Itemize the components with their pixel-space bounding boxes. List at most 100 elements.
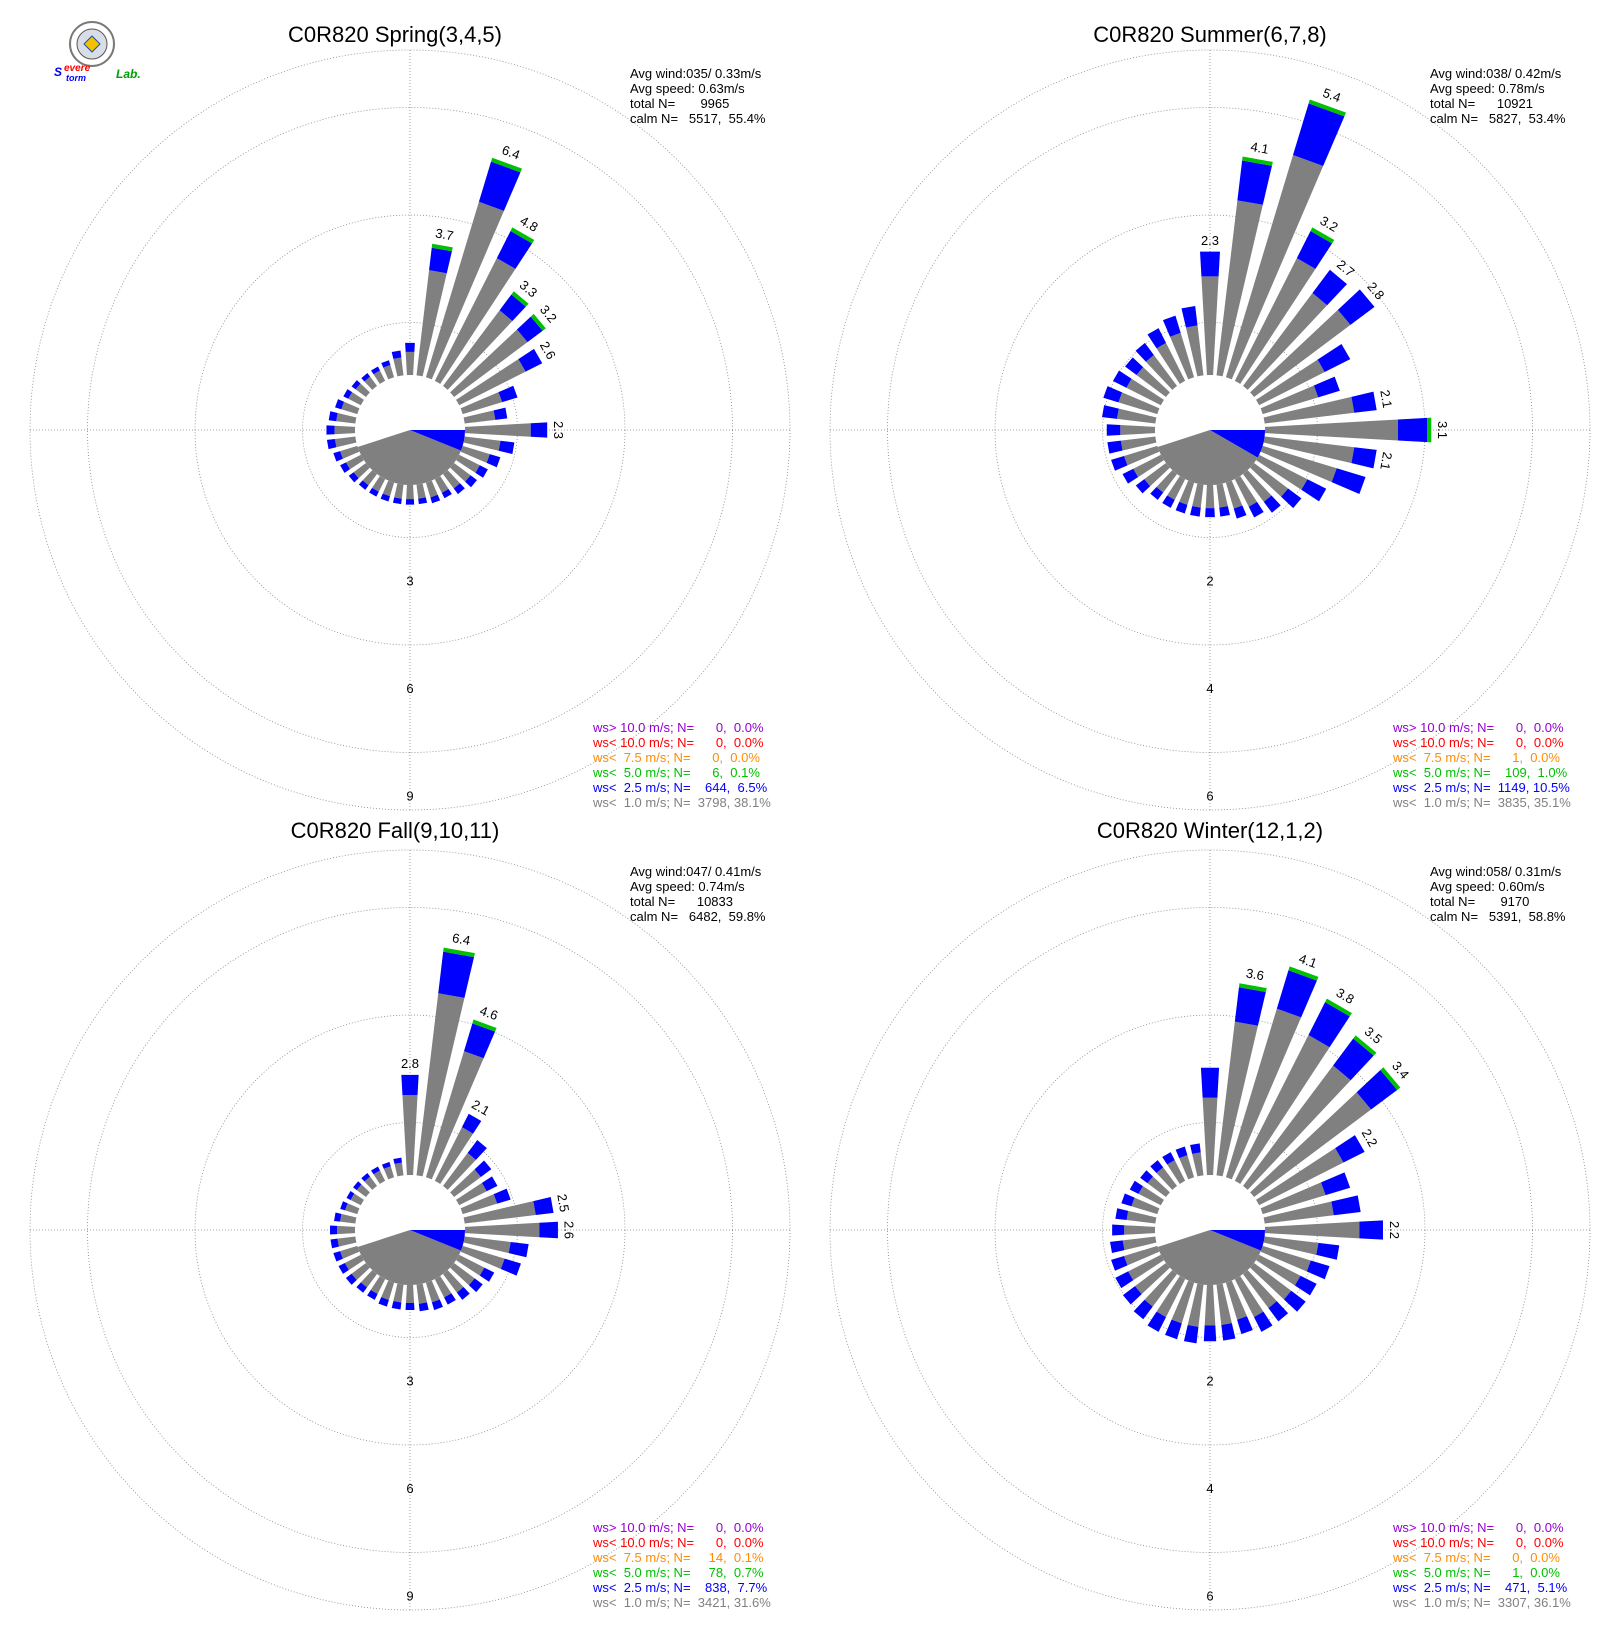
sector-bar-calm-speed: [1260, 445, 1337, 483]
sector-bar-low-speed: [358, 480, 369, 490]
sector-bar-low-speed: [335, 399, 345, 410]
sector-bar-low-speed: [380, 493, 391, 502]
sector-bar-mid-speed: [472, 1019, 497, 1032]
sector-bar-calm-speed: [1225, 1280, 1247, 1320]
stat-line: Avg speed: 0.60m/s: [1430, 879, 1545, 894]
sector-bar-low-speed: [371, 1166, 380, 1175]
sector-bar-low-speed: [381, 360, 391, 368]
sector-bar-calm-speed: [1250, 1262, 1292, 1300]
stat-line: calm N= 5827, 53.4%: [1430, 111, 1566, 126]
legend-entry: ws< 7.5 m/s; N= 0, 0.0%: [1392, 1550, 1560, 1565]
sector-bar-calm-speed: [402, 1094, 418, 1176]
sector-bar-low-speed: [328, 411, 338, 422]
ring-label: 9: [406, 1589, 413, 1604]
sector-bar-low-speed: [1135, 342, 1154, 362]
calm-pie-slice-low: [1210, 430, 1265, 458]
legend-entry: ws< 10.0 m/s; N= 0, 0.0%: [592, 735, 764, 750]
sector-bar-calm-speed: [1124, 1245, 1160, 1266]
sector-bar-mid-speed: [1310, 227, 1335, 244]
logo-star-icon: [83, 35, 101, 53]
sector-bar-low-speed: [1181, 306, 1198, 328]
sector-bar-low-speed: [1147, 328, 1167, 349]
sector-bar-low-speed: [1293, 103, 1345, 167]
sector-bar-calm-speed: [450, 1262, 475, 1286]
sector-bar-calm-speed: [350, 1193, 364, 1206]
sector-bar-calm-speed: [382, 480, 395, 497]
sector-bar-low-speed: [1129, 1180, 1143, 1194]
stat-line: Avg wind:058/ 0.31m/s: [1430, 864, 1562, 879]
legend-entry: ws< 1.0 m/s; N= 3421, 31.6%: [592, 1595, 771, 1610]
sector-bar-low-speed: [493, 1188, 511, 1204]
sector-bar-low-speed: [465, 475, 477, 488]
sector-bar-low-speed: [326, 438, 337, 450]
sector-bar-calm-speed: [334, 425, 356, 435]
sector-bar-calm-speed: [1256, 1148, 1344, 1206]
sector-bar-calm-speed: [1216, 483, 1228, 508]
sector-bar-calm-speed: [337, 1225, 356, 1235]
sector-bar-low-speed: [1335, 1135, 1365, 1163]
sector-bar-calm-speed: [394, 483, 404, 499]
sector-bar-calm-speed: [406, 484, 414, 500]
sector-bar-mid-speed: [1353, 1035, 1377, 1056]
bar-value-label: 2.6: [537, 339, 559, 362]
bar-value-label: 2.8: [401, 1056, 419, 1071]
sector-bar-low-speed: [500, 1258, 521, 1276]
sector-bar-calm-speed: [340, 1213, 357, 1224]
sector-bar-calm-speed: [1120, 424, 1156, 436]
sector-bar-low-speed: [1162, 1152, 1175, 1165]
sector-bar-low-speed: [1203, 1325, 1217, 1342]
sector-bar-low-speed: [1337, 289, 1375, 325]
sector-bar-low-speed: [1102, 405, 1119, 419]
sector-bar-calm-speed: [1179, 1155, 1195, 1180]
sector-bar-calm-speed: [1126, 378, 1164, 406]
sector-bar-calm-speed: [372, 476, 386, 492]
sector-bar-low-speed: [1233, 505, 1247, 519]
sector-bar-calm-speed: [463, 410, 496, 424]
bar-value-label: 2.2: [1387, 1221, 1402, 1239]
sector-bar-calm-speed: [442, 470, 461, 489]
logo-text-evere: evere: [64, 63, 91, 74]
sector-bar-calm-speed: [463, 1201, 536, 1224]
legend-entry: ws< 10.0 m/s; N= 0, 0.0%: [1392, 735, 1564, 750]
sector-bar-low-speed: [378, 1297, 389, 1307]
sector-bar-low-speed: [353, 1181, 362, 1191]
legend-entry: ws< 1.0 m/s; N= 3835, 35.1%: [1392, 795, 1571, 810]
sector-bar-low-speed: [391, 1301, 402, 1310]
bar-value-label: 5.4: [1321, 85, 1343, 105]
sector-bar-calm-speed: [393, 1283, 404, 1303]
sector-bar-calm-speed: [1170, 332, 1195, 380]
sector-bar-low-speed: [1112, 370, 1132, 388]
stat-line: total N= 9965: [630, 96, 729, 111]
sector-bar-calm-speed: [1192, 1152, 1204, 1177]
ring-label: 6: [406, 1481, 413, 1496]
sector-bar-calm-speed: [434, 476, 449, 493]
legend-entry: ws< 1.0 m/s; N= 3307, 36.1%: [1392, 1595, 1571, 1610]
wind-rose-panel-2: C0R820 Summer(6,7,8)2462.34.15.43.22.72.…: [829, 22, 1591, 811]
sector-bar-low-speed: [1312, 269, 1347, 306]
wind-rose-panel-4: C0R820 Winter(12,1,2)2463.64.13.83.53.42…: [829, 818, 1591, 1611]
stat-line: Avg speed: 0.78m/s: [1430, 81, 1545, 96]
sector-bar-low-speed: [429, 247, 452, 274]
sector-bar-calm-speed: [1242, 470, 1272, 502]
legend-entry: ws> 10.0 m/s; N= 0, 0.0%: [1392, 1520, 1564, 1535]
sector-bar-calm-speed: [370, 1276, 386, 1295]
sector-bar-calm-speed: [356, 1184, 370, 1198]
sector-bar-calm-speed: [405, 351, 415, 376]
sector-bar-low-speed: [498, 440, 515, 455]
sector-bar-low-speed: [405, 1302, 415, 1310]
sector-bar-low-speed: [405, 499, 415, 505]
stat-line: Avg speed: 0.63m/s: [630, 81, 745, 96]
sector-bar-low-speed: [1107, 440, 1123, 454]
sector-bar-low-speed: [1321, 1172, 1351, 1196]
stat-line: calm N= 5517, 55.4%: [630, 111, 766, 126]
sector-bar-low-speed: [1294, 1275, 1317, 1296]
sector-bar-mid-speed: [510, 227, 535, 244]
sector-bar-low-speed: [1308, 1002, 1350, 1048]
sector-bar-calm-speed: [1260, 1182, 1326, 1215]
ring-label: 6: [406, 681, 413, 696]
sector-bar-calm-speed: [456, 454, 480, 473]
stat-line: Avg wind:047/ 0.41m/s: [630, 864, 762, 879]
ring-label: 3: [406, 574, 413, 589]
sector-bar-calm-speed: [1138, 1186, 1164, 1206]
